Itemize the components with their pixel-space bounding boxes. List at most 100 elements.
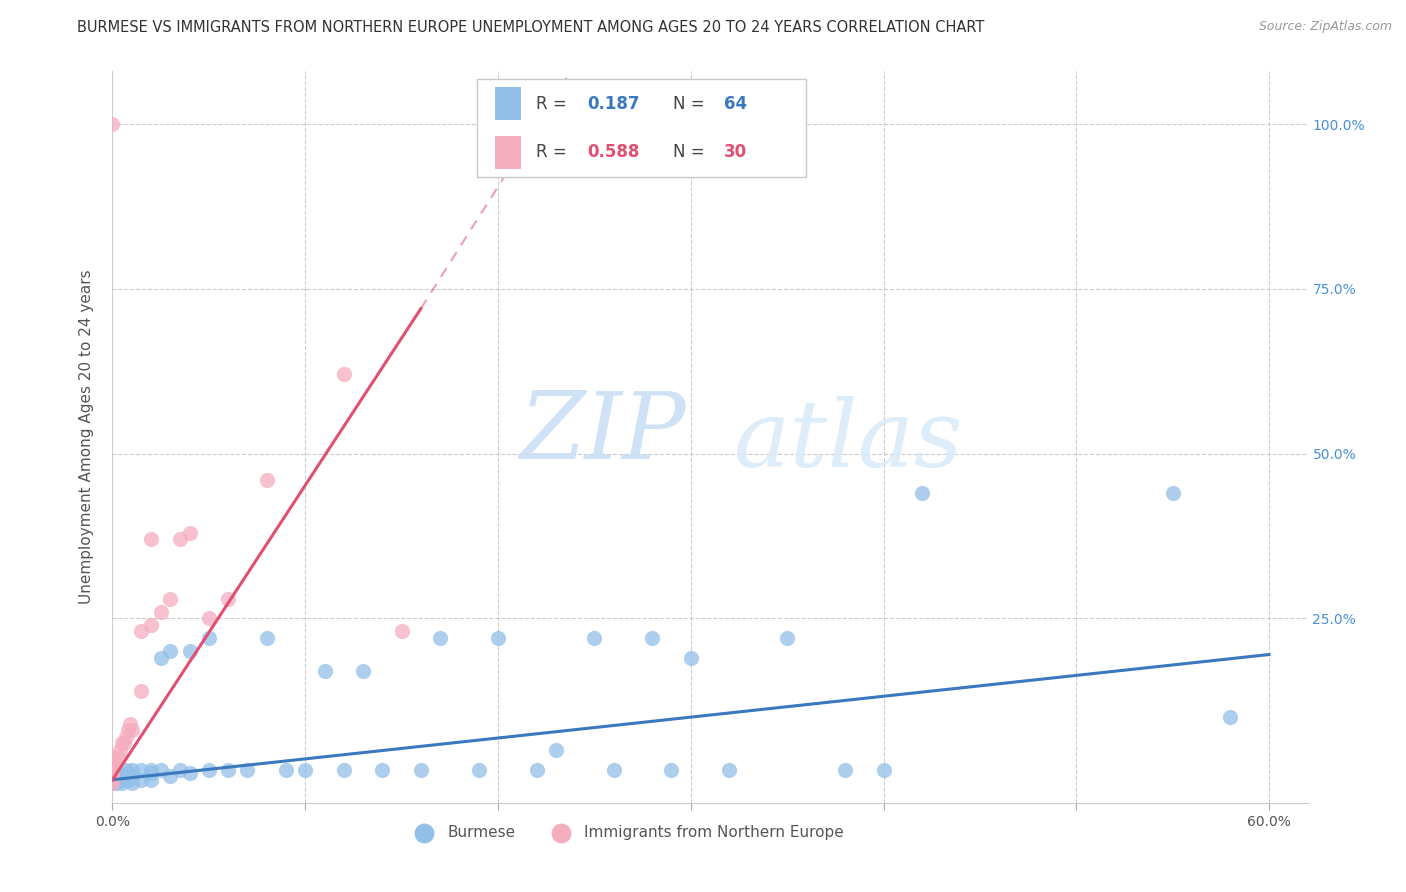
Point	[352, 664, 374, 678]
Point	[118, 769, 141, 783]
Bar	[495, 136, 522, 169]
Point	[101, 763, 124, 777]
Point	[121, 776, 143, 790]
Text: R =: R =	[536, 95, 572, 113]
Point	[111, 776, 134, 790]
Text: N =: N =	[673, 95, 710, 113]
Point	[139, 772, 162, 787]
Point	[101, 776, 124, 790]
Point	[526, 763, 548, 777]
Point	[108, 772, 131, 787]
Point	[1161, 486, 1184, 500]
Point	[121, 763, 143, 777]
Point	[139, 533, 162, 547]
Point	[117, 772, 139, 787]
Point	[117, 723, 139, 738]
Point	[159, 591, 181, 606]
Point	[294, 763, 316, 777]
Point	[149, 650, 172, 665]
Point	[117, 766, 139, 780]
Point	[217, 763, 239, 777]
Point	[179, 766, 201, 780]
Point	[409, 763, 432, 777]
Point	[486, 631, 509, 645]
Text: 0.588: 0.588	[586, 144, 640, 161]
Point	[105, 776, 128, 790]
Point	[429, 631, 451, 645]
Point	[256, 631, 278, 645]
Point	[169, 533, 191, 547]
Point	[115, 730, 138, 744]
Point	[159, 644, 181, 658]
Point	[115, 763, 138, 777]
Point	[131, 683, 153, 698]
Point	[583, 631, 606, 645]
Text: ZIP: ZIP	[519, 388, 686, 478]
Point	[131, 624, 153, 639]
Point	[776, 631, 799, 645]
Point	[139, 766, 162, 780]
Text: 0.187: 0.187	[586, 95, 640, 113]
Point	[911, 486, 934, 500]
Point	[391, 624, 413, 639]
Text: BURMESE VS IMMIGRANTS FROM NORTHERN EUROPE UNEMPLOYMENT AMONG AGES 20 TO 24 YEAR: BURMESE VS IMMIGRANTS FROM NORTHERN EURO…	[77, 20, 984, 35]
Point	[101, 772, 124, 787]
Text: 64: 64	[724, 95, 748, 113]
Point	[661, 763, 683, 777]
Point	[834, 763, 856, 777]
Point	[101, 763, 124, 777]
Point	[179, 525, 201, 540]
Point	[131, 772, 153, 787]
Point	[198, 611, 221, 625]
Point	[256, 473, 278, 487]
Point	[101, 749, 124, 764]
Point	[139, 763, 162, 777]
Point	[108, 769, 131, 783]
Point	[111, 769, 134, 783]
Y-axis label: Unemployment Among Ages 20 to 24 years: Unemployment Among Ages 20 to 24 years	[79, 269, 94, 605]
Point	[101, 766, 124, 780]
Point	[179, 644, 201, 658]
Point	[333, 368, 356, 382]
Point	[198, 763, 221, 777]
Point	[115, 772, 138, 787]
Point	[641, 631, 664, 645]
Point	[314, 664, 336, 678]
Text: Source: ZipAtlas.com: Source: ZipAtlas.com	[1258, 20, 1392, 33]
Point	[105, 772, 128, 787]
Point	[121, 769, 143, 783]
Point	[101, 769, 124, 783]
Point	[121, 723, 143, 738]
Point	[131, 763, 153, 777]
Point	[872, 763, 894, 777]
Point	[371, 763, 394, 777]
Point	[112, 769, 135, 783]
Point	[101, 756, 124, 771]
Legend: Burmese, Immigrants from Northern Europe: Burmese, Immigrants from Northern Europe	[404, 819, 849, 847]
Point	[118, 716, 141, 731]
Point	[101, 769, 124, 783]
Point	[112, 772, 135, 787]
Point	[679, 650, 702, 665]
Point	[107, 772, 129, 787]
Bar	[495, 87, 522, 120]
Point	[544, 743, 567, 757]
Point	[333, 763, 356, 777]
Point	[159, 769, 181, 783]
Point	[236, 763, 259, 777]
Point	[101, 772, 124, 787]
Text: 30: 30	[724, 144, 748, 161]
Point	[101, 117, 124, 131]
FancyBboxPatch shape	[477, 78, 806, 178]
Point	[112, 737, 135, 751]
Point	[718, 763, 741, 777]
Point	[149, 605, 172, 619]
Point	[111, 737, 134, 751]
Point	[169, 763, 191, 777]
Text: atlas: atlas	[734, 396, 963, 486]
Point	[101, 776, 124, 790]
Point	[198, 631, 221, 645]
Point	[467, 763, 489, 777]
Point	[149, 763, 172, 777]
Point	[107, 769, 129, 783]
